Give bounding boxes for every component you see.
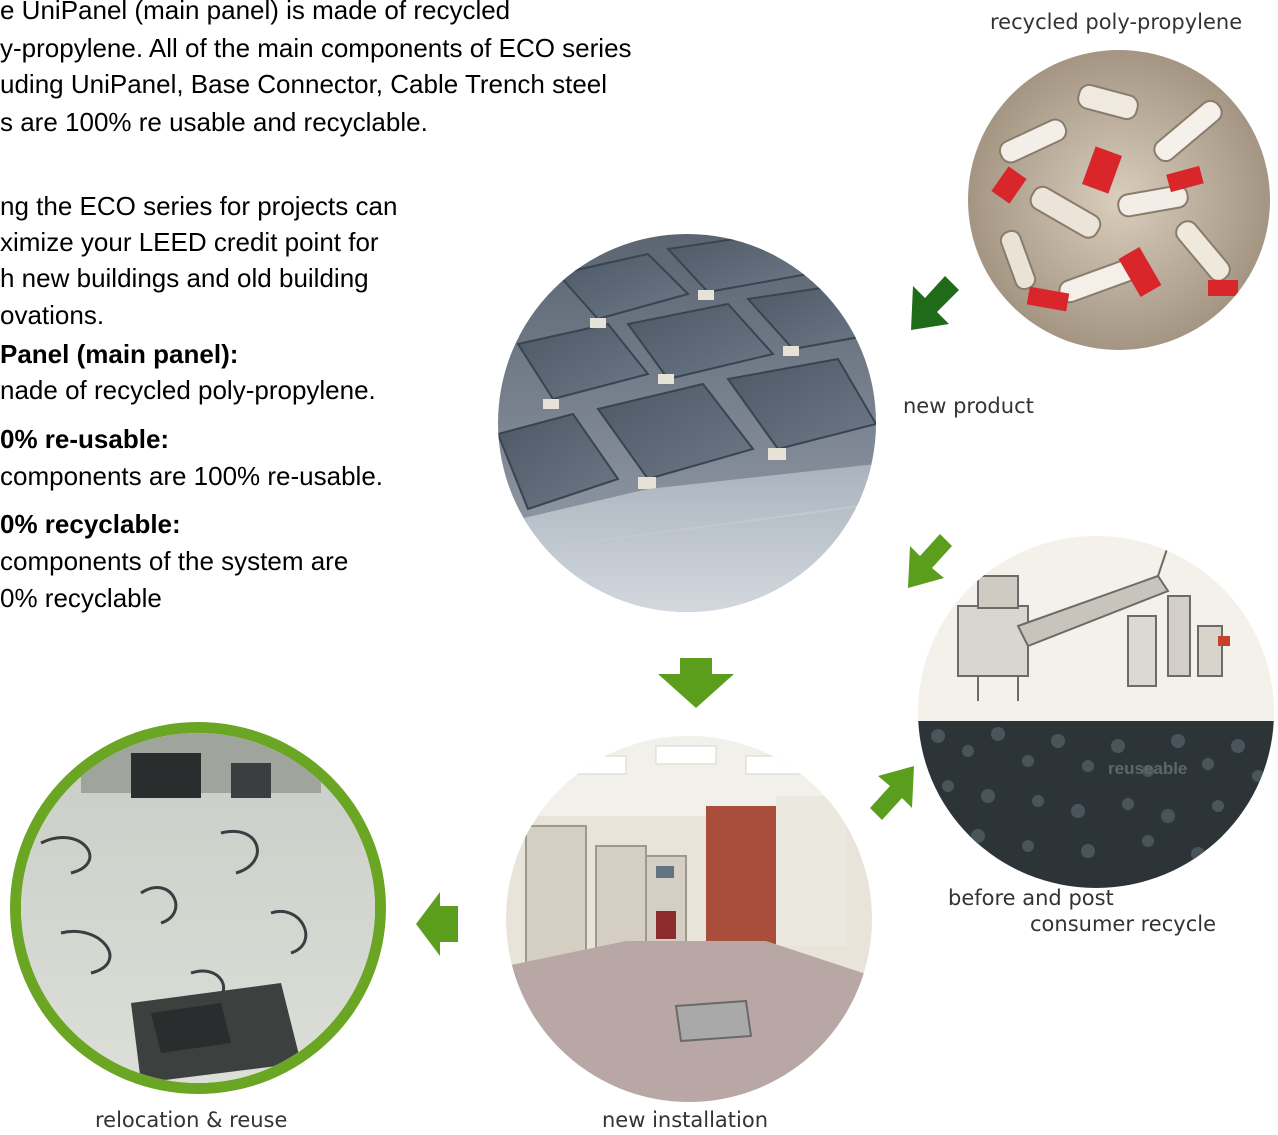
leed-line-1: ng the ECO series for projects can bbox=[0, 191, 398, 221]
recycled-plastic-photo bbox=[968, 50, 1270, 350]
leed-line-4: ovations. bbox=[0, 300, 105, 330]
arrow-up-right-icon bbox=[868, 764, 918, 822]
reuseable-label: reuseable bbox=[1108, 759, 1188, 778]
arrow-up-left-icon bbox=[904, 532, 954, 590]
caption-new-installation: new installation bbox=[602, 1108, 769, 1132]
feature-body-reusable: components are 100% re-usable. bbox=[0, 461, 384, 491]
arrow-left-icon bbox=[416, 892, 458, 956]
feature-body-recyclable-1: components of the system are bbox=[0, 546, 349, 576]
raised-floor-photo bbox=[498, 234, 876, 612]
feature-body-panel: nade of recycled poly-propylene. bbox=[0, 375, 376, 405]
caption-consumer-recycle: consumer recycle bbox=[1030, 912, 1217, 936]
intro-line-1: e UniPanel (main panel) is made of recyc… bbox=[0, 0, 511, 25]
feature-heading-recyclable: 0% recyclable: bbox=[0, 509, 181, 539]
leed-line-2: ximize your LEED credit point for bbox=[0, 227, 379, 257]
leed-line-3: h new buildings and old building bbox=[0, 263, 369, 293]
caption-relocation-reuse: relocation & reuse bbox=[95, 1108, 288, 1132]
caption-recycled-polypropylene: recycled poly-propylene bbox=[990, 10, 1243, 34]
arrow-down-left-icon bbox=[905, 272, 961, 334]
feature-heading-reusable: 0% re-usable: bbox=[0, 424, 170, 454]
intro-line-3: uding UniPanel, Base Connector, Cable Tr… bbox=[0, 69, 608, 99]
intro-line-4: s are 100% re usable and recyclable. bbox=[0, 107, 428, 137]
recycling-machine-photo: reuseable bbox=[918, 536, 1274, 888]
intro-line-2: y-propylene. All of the main components … bbox=[0, 33, 632, 63]
relocation-reuse-photo bbox=[10, 722, 386, 1094]
feature-heading-panel: Panel (main panel): bbox=[0, 339, 239, 369]
office-installation-photo bbox=[506, 736, 872, 1102]
arrow-down-icon bbox=[658, 658, 734, 708]
caption-before-and-post: before and post bbox=[948, 886, 1114, 910]
caption-new-product: new product bbox=[903, 394, 1034, 418]
feature-body-recyclable-2: 0% recyclable bbox=[0, 583, 162, 613]
